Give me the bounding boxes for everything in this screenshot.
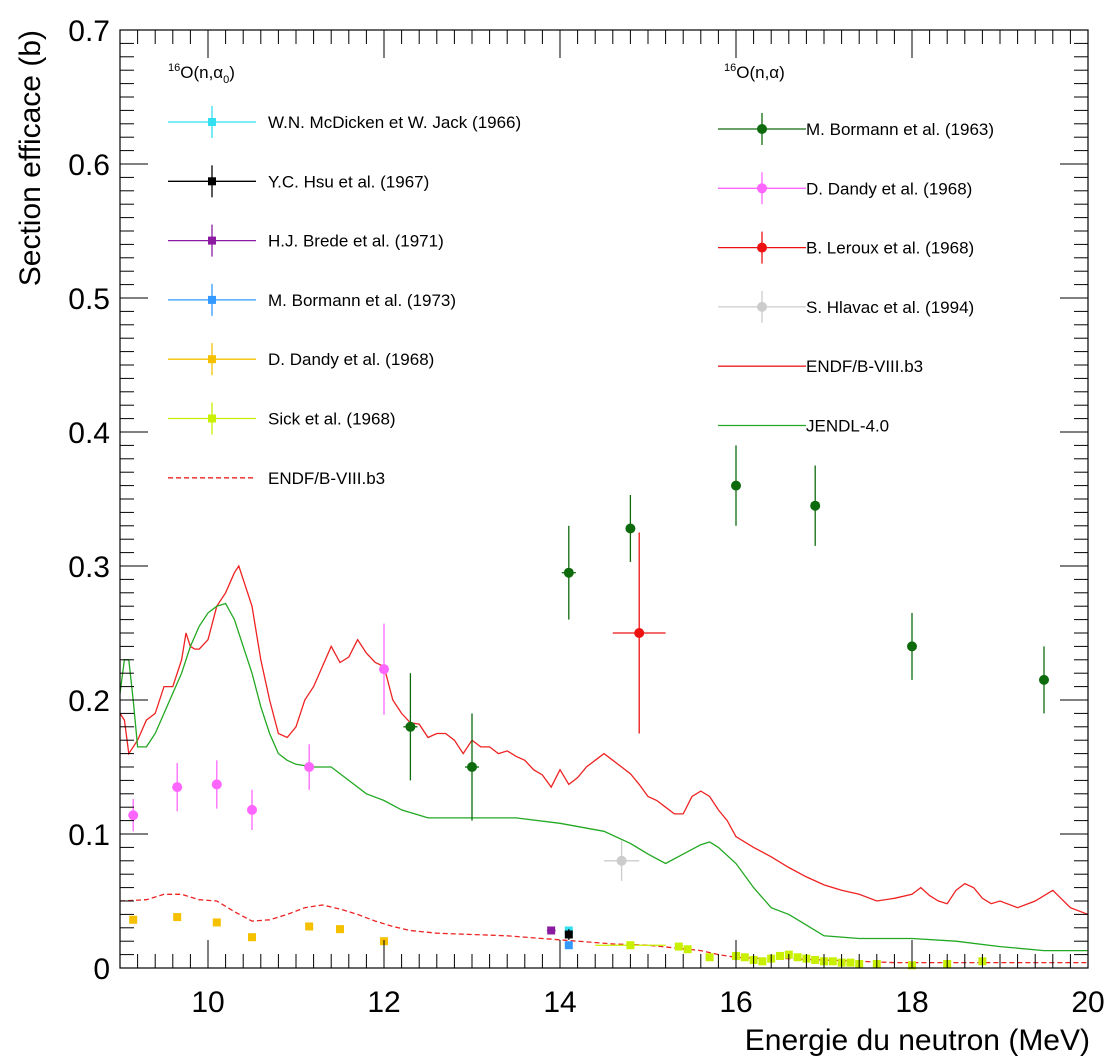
legend-label: M. Bormann et al. (1973) xyxy=(268,291,456,310)
curve-jendl-4-0 xyxy=(120,602,1088,952)
legend-label: H.J. Brede et al. (1971) xyxy=(268,232,444,251)
data-point xyxy=(405,721,416,732)
legend-marker xyxy=(757,242,767,253)
legend-marker xyxy=(757,183,767,194)
legend-marker xyxy=(208,355,216,364)
data-point xyxy=(616,855,627,866)
legend-label: D. Dandy et al. (1968) xyxy=(268,350,434,369)
y-tick-label: 0.3 xyxy=(68,551,110,584)
data-point xyxy=(740,953,749,962)
y-tick-label: 0.6 xyxy=(68,149,110,182)
y-tick-label: 0.2 xyxy=(68,685,110,718)
data-point xyxy=(563,567,574,578)
data-point xyxy=(705,953,714,962)
x-tick-label: 14 xyxy=(543,986,576,1019)
legend-label: Sick et al. (1968) xyxy=(268,410,396,429)
legend-marker xyxy=(757,124,767,134)
legend-label: ENDF/B-VIII.b3 xyxy=(268,469,385,488)
curve-endf-dashed xyxy=(120,893,1088,964)
legend-marker xyxy=(208,118,216,126)
data-point xyxy=(305,922,314,931)
data-point xyxy=(758,957,767,966)
legend-marker xyxy=(208,414,216,423)
data-point xyxy=(211,779,222,790)
data-point xyxy=(626,941,635,950)
y-tick-label: 0.1 xyxy=(68,819,110,852)
y-axis-label: Section efficace (b) xyxy=(14,30,47,286)
x-tick-label: 10 xyxy=(191,986,224,1019)
plot-frame xyxy=(119,29,1089,969)
data-point xyxy=(793,953,802,962)
x-axis-label: Energie du neutron (MeV) xyxy=(745,1024,1090,1057)
data-point xyxy=(248,933,256,942)
legend-right-title: 16O(n,α) xyxy=(724,62,785,82)
data-point xyxy=(336,925,344,934)
y-tick-label: 0.4 xyxy=(68,417,110,450)
x-tick-label: 18 xyxy=(895,986,928,1019)
legend-marker xyxy=(208,236,216,245)
data-point xyxy=(379,664,389,675)
data-point xyxy=(547,926,556,935)
data-point xyxy=(907,641,917,652)
data-point xyxy=(683,945,692,954)
legend-layer: 16O(n,α0) 16O(n,α) W.N. McDicken et W. Jac… xyxy=(168,62,994,488)
legend-marker xyxy=(757,301,767,312)
data-point xyxy=(731,480,741,491)
data-point xyxy=(304,762,315,772)
legend-left-title: 16O(n,α0) xyxy=(168,62,235,86)
data-point xyxy=(846,958,855,967)
axes-layer: 10 12 14 16 18 20 0 0.1 0.2 0.3 0.4 0.5 0.6 0.7 xyxy=(68,15,1104,1019)
data-point xyxy=(129,915,138,924)
data-point xyxy=(172,782,183,793)
data-point xyxy=(776,951,784,960)
legend-label: JENDL-4.0 xyxy=(806,417,889,436)
data-point xyxy=(212,918,221,927)
legend-marker xyxy=(208,295,216,304)
x-tick-label: 12 xyxy=(367,986,400,1019)
data-point xyxy=(128,810,139,821)
legend-label: ENDF/B-VIII.b3 xyxy=(806,357,923,376)
curves-layer xyxy=(120,564,1088,964)
x-tick-label: 16 xyxy=(719,986,752,1019)
x-tick-label: 20 xyxy=(1071,986,1104,1019)
data-point xyxy=(1039,674,1049,685)
data-point xyxy=(467,762,477,772)
legend-label: D. Dandy et al. (1968) xyxy=(806,179,972,198)
curve-endf-b-viii-b3 xyxy=(120,564,1088,916)
y-tick-label: 0 xyxy=(93,953,110,986)
data-point xyxy=(247,804,257,815)
data-point xyxy=(173,913,182,922)
data-point xyxy=(674,942,683,951)
legend-label: W.N. McDicken et W. Jack (1966) xyxy=(268,113,521,132)
data-point xyxy=(564,941,573,950)
y-tick-label: 0.5 xyxy=(68,283,110,316)
data-point xyxy=(810,500,821,511)
points-layer xyxy=(128,445,1049,970)
data-point xyxy=(828,957,837,966)
legend-label: B. Leroux et al. (1968) xyxy=(806,239,974,258)
legend-label: M. Bormann et al. (1963) xyxy=(806,120,994,139)
data-point xyxy=(634,628,645,638)
data-point xyxy=(811,955,820,964)
legend-label: S. Hlavac et al. (1994) xyxy=(806,298,974,317)
legend-label: Y.C. Hsu et al. (1967) xyxy=(268,172,429,191)
data-point xyxy=(564,930,573,939)
legend-marker xyxy=(208,177,216,186)
data-point xyxy=(625,523,636,534)
y-tick-label: 0.7 xyxy=(68,15,110,48)
